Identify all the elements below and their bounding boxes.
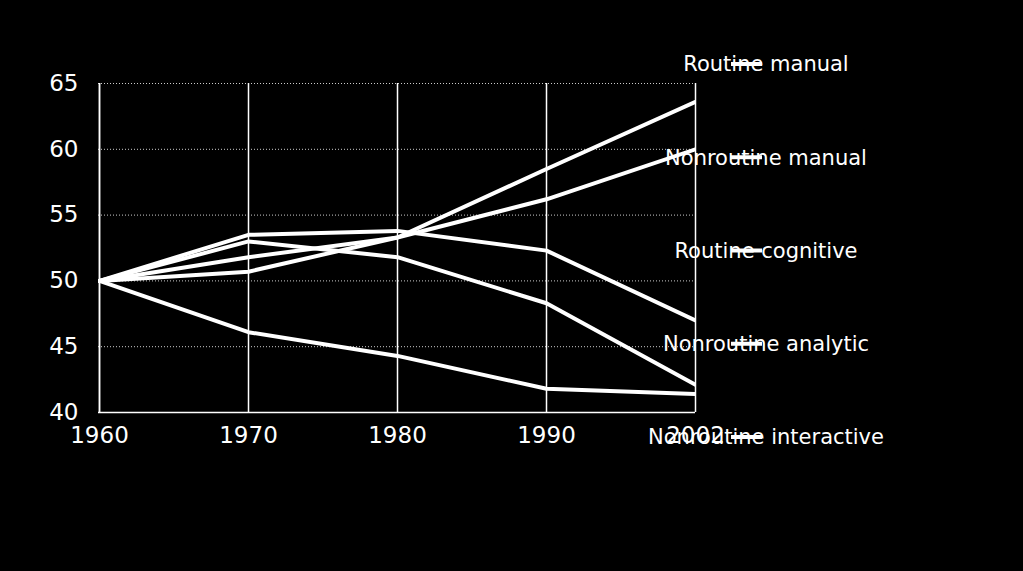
svg-text:Routine manual: Routine manual [683, 52, 848, 76]
svg-text:65: 65 [49, 70, 78, 96]
svg-text:60: 60 [49, 136, 78, 162]
svg-text:40: 40 [49, 398, 79, 425]
svg-text:1980: 1980 [368, 422, 427, 448]
svg-text:Routine cognitive: Routine cognitive [674, 239, 857, 263]
svg-text:55: 55 [49, 201, 78, 227]
svg-text:1960: 1960 [70, 422, 129, 448]
svg-text:Nonroutine manual: Nonroutine manual [665, 146, 867, 170]
svg-text:50: 50 [49, 267, 78, 293]
svg-text:Nonroutine analytic: Nonroutine analytic [663, 332, 869, 356]
svg-text:Nonroutine interactive: Nonroutine interactive [648, 425, 884, 449]
svg-text:45: 45 [49, 333, 78, 359]
svg-text:1990: 1990 [517, 422, 576, 448]
svg-text:1970: 1970 [219, 422, 278, 448]
